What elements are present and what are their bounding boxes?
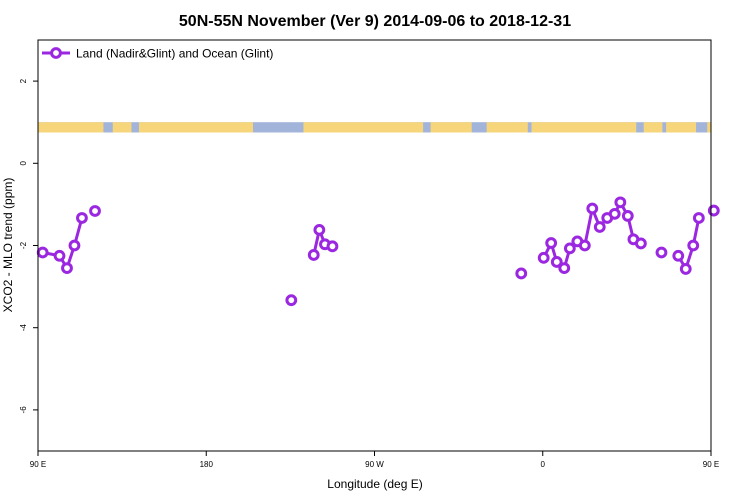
data-point <box>608 207 621 220</box>
x-tick-label: 90 W <box>365 460 384 469</box>
land-segment <box>112 122 132 133</box>
plot-frame <box>37 39 712 452</box>
data-point <box>76 212 88 224</box>
data-point <box>537 251 550 264</box>
y-tick-label: -4 <box>19 324 28 332</box>
x-tick-label: 180 <box>200 460 214 469</box>
series-layer <box>36 196 720 307</box>
data-point <box>53 249 66 262</box>
data-point <box>515 267 528 280</box>
data-point <box>586 202 599 215</box>
data-point <box>634 237 647 250</box>
data-point <box>36 246 49 259</box>
data-point <box>621 210 634 222</box>
land-ocean-mask <box>38 122 711 133</box>
data-point <box>313 223 326 236</box>
x-axis-label: Longitude (deg E) <box>327 477 422 491</box>
x-tick-label: 90 E <box>30 460 46 469</box>
land-segment <box>303 122 424 133</box>
data-point <box>563 242 576 255</box>
data-point <box>68 239 81 252</box>
data-point <box>679 263 692 275</box>
x-tick-label: 0 <box>541 460 546 469</box>
data-point <box>326 240 339 253</box>
axis-ticks: 90 E 180 90 W 0 90 E 2 0 -2 -4 -6 <box>19 78 719 469</box>
data-point <box>307 249 320 261</box>
land-segment <box>643 122 663 133</box>
data-point <box>545 237 558 249</box>
land-segment <box>38 122 104 133</box>
land-segment <box>430 122 472 133</box>
land-segment <box>531 122 637 133</box>
legend: Land (Nadir&Glint) and Ocean (Glint) <box>42 47 273 61</box>
data-point <box>89 205 101 217</box>
y-tick-label: -2 <box>19 241 28 249</box>
land-segment <box>666 122 697 133</box>
series-line <box>676 217 701 271</box>
data-point <box>687 239 700 252</box>
legend-marker <box>50 47 62 59</box>
data-point <box>61 262 73 275</box>
land-segment <box>486 122 528 133</box>
data-point <box>593 221 606 233</box>
y-tick-label: -6 <box>19 406 28 414</box>
x-tick-label: 90 E <box>703 460 719 469</box>
data-point <box>692 212 705 224</box>
data-point <box>672 249 685 262</box>
data-point <box>285 294 298 307</box>
land-segment <box>707 122 711 133</box>
data-point <box>578 239 591 252</box>
data-point <box>614 196 627 209</box>
y-tick-label: 0 <box>19 161 28 166</box>
land-segment <box>138 122 253 133</box>
y-axis-label: XCO2 - MLO trend (ppm) <box>1 178 15 313</box>
data-point <box>655 246 668 259</box>
data-point <box>550 256 563 268</box>
y-tick-label: 2 <box>19 78 28 83</box>
chart-title: 50N-55N November (Ver 9) 2014-09-06 to 2… <box>179 13 571 30</box>
data-point <box>558 262 571 275</box>
legend-label: Land (Nadir&Glint) and Ocean (Glint) <box>76 47 273 61</box>
data-point <box>707 204 720 217</box>
